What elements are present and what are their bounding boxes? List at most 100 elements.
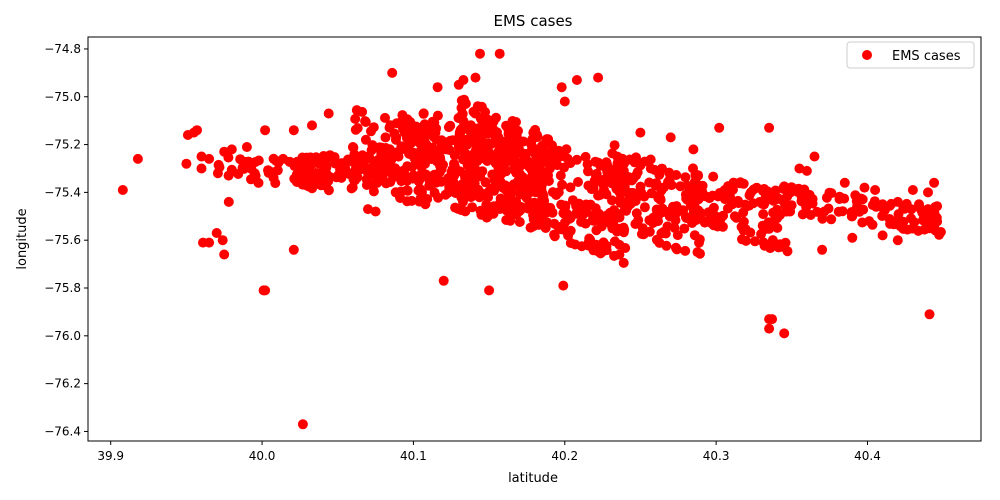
data-point bbox=[553, 221, 564, 232]
data-point bbox=[704, 193, 715, 204]
data-point bbox=[620, 243, 631, 253]
data-point bbox=[663, 177, 673, 187]
data-point bbox=[561, 144, 572, 155]
data-point bbox=[492, 127, 502, 138]
data-point bbox=[609, 140, 620, 151]
data-point bbox=[476, 114, 487, 125]
data-point bbox=[929, 177, 940, 188]
data-point bbox=[714, 122, 725, 133]
data-point bbox=[893, 214, 904, 225]
data-point bbox=[781, 206, 792, 217]
data-point bbox=[458, 75, 469, 85]
data-point bbox=[525, 174, 536, 185]
data-point bbox=[488, 152, 499, 163]
data-point bbox=[593, 190, 604, 201]
data-point bbox=[593, 72, 604, 83]
data-point bbox=[612, 226, 622, 237]
data-point bbox=[500, 136, 511, 147]
legend-marker bbox=[862, 50, 872, 60]
data-point bbox=[769, 187, 780, 198]
data-point bbox=[477, 153, 488, 164]
data-point bbox=[758, 185, 768, 196]
data-point bbox=[501, 215, 512, 225]
data-point bbox=[418, 108, 429, 119]
data-point bbox=[213, 159, 224, 170]
data-point bbox=[297, 419, 308, 430]
data-point bbox=[551, 190, 562, 200]
data-point bbox=[680, 245, 691, 256]
data-point bbox=[401, 120, 412, 131]
legend-frame bbox=[846, 41, 975, 69]
data-point bbox=[598, 174, 609, 185]
data-point bbox=[534, 215, 545, 226]
data-point bbox=[695, 248, 705, 259]
data-point bbox=[744, 200, 755, 211]
data-point bbox=[457, 178, 468, 189]
data-point bbox=[522, 203, 533, 214]
data-point bbox=[914, 199, 924, 210]
data-point bbox=[924, 309, 935, 320]
data-point bbox=[530, 149, 541, 160]
data-point bbox=[906, 213, 916, 224]
data-point bbox=[707, 218, 717, 229]
data-point bbox=[470, 187, 481, 198]
x-tick-label: 40.1 bbox=[400, 449, 427, 463]
data-point bbox=[772, 204, 782, 215]
data-point bbox=[548, 159, 559, 170]
data-point bbox=[581, 206, 592, 217]
data-point bbox=[217, 235, 228, 246]
data-point bbox=[690, 169, 701, 180]
data-point bbox=[782, 246, 793, 257]
data-point bbox=[457, 138, 468, 149]
data-point bbox=[410, 158, 421, 169]
data-point bbox=[583, 166, 593, 177]
data-point bbox=[192, 125, 202, 136]
data-point bbox=[694, 237, 704, 248]
data-point bbox=[556, 82, 567, 93]
x-tick-label: 39.9 bbox=[97, 449, 124, 463]
data-point bbox=[645, 154, 656, 165]
data-point bbox=[380, 151, 391, 162]
data-point bbox=[487, 169, 498, 180]
data-point bbox=[605, 207, 616, 218]
data-point bbox=[703, 207, 714, 218]
data-point bbox=[758, 209, 769, 220]
data-point bbox=[226, 144, 237, 155]
data-point bbox=[465, 167, 475, 178]
data-point bbox=[471, 144, 482, 155]
data-point bbox=[754, 197, 765, 207]
data-point bbox=[510, 137, 521, 148]
data-point bbox=[414, 171, 425, 182]
data-point bbox=[212, 168, 223, 179]
data-point bbox=[624, 193, 635, 204]
data-point bbox=[923, 204, 933, 215]
data-point bbox=[620, 203, 631, 214]
data-point bbox=[399, 165, 410, 176]
data-point bbox=[671, 244, 682, 255]
data-point bbox=[499, 159, 510, 170]
data-point bbox=[750, 236, 760, 247]
legend-label-ems-cases: EMS cases bbox=[892, 49, 961, 64]
data-point bbox=[907, 185, 918, 195]
data-point bbox=[515, 161, 526, 171]
data-point bbox=[582, 159, 593, 170]
data-point bbox=[457, 108, 468, 119]
data-point bbox=[657, 163, 668, 174]
data-point bbox=[117, 185, 128, 195]
data-point bbox=[246, 163, 257, 174]
data-point bbox=[219, 249, 230, 260]
x-axis: 39.9 40.0 40.1 40.2 40.3 40.4 bbox=[97, 441, 881, 463]
y-tick-label: −76.2 bbox=[44, 377, 81, 391]
data-point bbox=[431, 177, 442, 188]
data-point bbox=[744, 190, 755, 201]
data-point bbox=[368, 122, 379, 133]
data-point bbox=[494, 48, 505, 59]
y-tick-label: −75.0 bbox=[44, 90, 81, 104]
data-point bbox=[850, 190, 861, 201]
data-point bbox=[590, 203, 601, 214]
data-point bbox=[132, 153, 143, 164]
data-point bbox=[598, 237, 609, 248]
data-point bbox=[614, 249, 625, 260]
data-point bbox=[801, 165, 812, 176]
data-point bbox=[253, 155, 264, 166]
